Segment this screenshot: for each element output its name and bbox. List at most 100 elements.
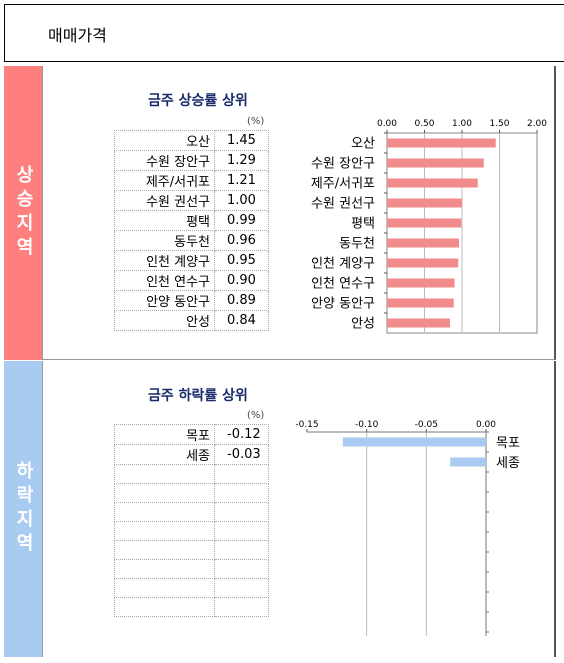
table-row [114, 540, 269, 560]
region-name: 목포 [114, 424, 215, 445]
rising-table: 오산 1.45 수원 장안구 1.29 제주/서귀포 1.21 수원 권선구 1.00 평택 0.… [114, 130, 269, 331]
category-label: 수원 권선구 [311, 197, 375, 212]
falling-table: 목포 -0.12 세종 -0.03 [114, 424, 269, 617]
region-name: 평택 [114, 210, 215, 231]
table-row [114, 597, 269, 617]
page-title: 매매가격 [48, 26, 107, 45]
bar [387, 218, 462, 228]
tick-label: -0.05 [415, 420, 438, 430]
tick-label: 0.50 [414, 119, 434, 129]
category-label: 인천 계양구 [311, 257, 375, 272]
category-label: 인천 연수구 [311, 277, 375, 292]
region-value: 0.89 [214, 290, 269, 311]
region-name: 인천 계양구 [114, 250, 215, 271]
bar [387, 158, 484, 168]
table-row: 수원 권선구 1.00 [114, 190, 269, 211]
bar [387, 178, 478, 188]
table-row: 목포 -0.12 [114, 424, 269, 445]
falling-unit: (%) [247, 410, 265, 421]
category-label: 제주/서귀포 [311, 177, 375, 192]
region-value: -0.12 [214, 424, 269, 445]
tick-label: 1.00 [452, 119, 472, 129]
falling-panel [42, 361, 556, 657]
falling-side-label: 하락지역 [4, 361, 42, 657]
region-name [114, 597, 215, 617]
tick-label: 2.00 [527, 119, 547, 129]
rising-title: 금주 상승률 상위 [148, 93, 248, 109]
table-row: 평택 0.99 [114, 210, 269, 231]
region-value: 0.84 [214, 310, 269, 331]
region-value: 1.29 [214, 150, 269, 171]
bar [387, 198, 462, 208]
region-value: 0.90 [214, 270, 269, 291]
category-label: 안양 동안구 [311, 297, 375, 312]
region-name: 동두천 [114, 230, 215, 251]
bar [387, 298, 454, 308]
bar [342, 437, 486, 447]
table-row: 오산 1.45 [114, 130, 269, 151]
region-value [214, 521, 269, 541]
region-name: 안성 [114, 310, 215, 331]
region-name [114, 483, 215, 503]
bar [387, 138, 496, 148]
region-value [214, 502, 269, 522]
tick-label: -0.10 [355, 420, 379, 430]
tick-label: -0.15 [295, 420, 318, 430]
bar [450, 457, 486, 467]
region-value [214, 559, 269, 579]
table-row [114, 464, 269, 484]
region-value [214, 540, 269, 560]
region-value: -0.03 [214, 444, 269, 465]
table-row: 안양 동안구 0.89 [114, 290, 269, 311]
region-value: 1.00 [214, 190, 269, 211]
region-name: 인천 연수구 [114, 270, 215, 291]
table-row: 제주/서귀포 1.21 [114, 170, 269, 191]
table-row: 세종 -0.03 [114, 444, 269, 465]
region-name: 오산 [114, 130, 215, 151]
bar [387, 318, 450, 328]
region-name: 수원 권선구 [114, 190, 215, 211]
table-row: 동두천 0.96 [114, 230, 269, 251]
region-name: 제주/서귀포 [114, 170, 215, 191]
tick-label: 0.00 [377, 119, 397, 129]
category-label: 평택 [351, 217, 375, 232]
region-name: 세종 [114, 444, 215, 465]
table-row: 인천 연수구 0.90 [114, 270, 269, 291]
tick-label: 1.50 [489, 119, 509, 129]
region-value: 1.21 [214, 170, 269, 191]
category-label: 목포 [496, 436, 520, 451]
region-value [214, 464, 269, 484]
region-name [114, 521, 215, 541]
tick-label: 0.00 [476, 420, 496, 430]
region-value: 1.45 [214, 130, 269, 151]
rising-side-label: 상승지역 [4, 66, 42, 360]
region-value [214, 597, 269, 617]
category-label: 안성 [351, 317, 375, 332]
falling-title: 금주 하락률 상위 [148, 388, 248, 404]
region-name: 수원 장안구 [114, 150, 215, 171]
table-row [114, 521, 269, 541]
category-label: 수원 장안구 [311, 157, 375, 172]
region-name [114, 502, 215, 522]
table-row: 수원 장안구 1.29 [114, 150, 269, 171]
table-row [114, 483, 269, 503]
table-row: 인천 계양구 0.95 [114, 250, 269, 271]
bar [387, 258, 459, 268]
table-row: 안성 0.84 [114, 310, 269, 331]
rising-panel [42, 66, 556, 360]
region-value: 0.96 [214, 230, 269, 251]
table-row [114, 578, 269, 598]
header-box [4, 4, 564, 62]
bar [387, 238, 459, 248]
region-name [114, 540, 215, 560]
region-name: 안양 동안구 [114, 290, 215, 311]
region-value: 0.95 [214, 250, 269, 271]
category-label: 세종 [496, 456, 520, 471]
region-name [114, 578, 215, 598]
category-label: 오산 [351, 137, 375, 152]
region-value [214, 483, 269, 503]
table-row [114, 502, 269, 522]
region-name [114, 559, 215, 579]
rising-unit: (%) [247, 116, 265, 127]
